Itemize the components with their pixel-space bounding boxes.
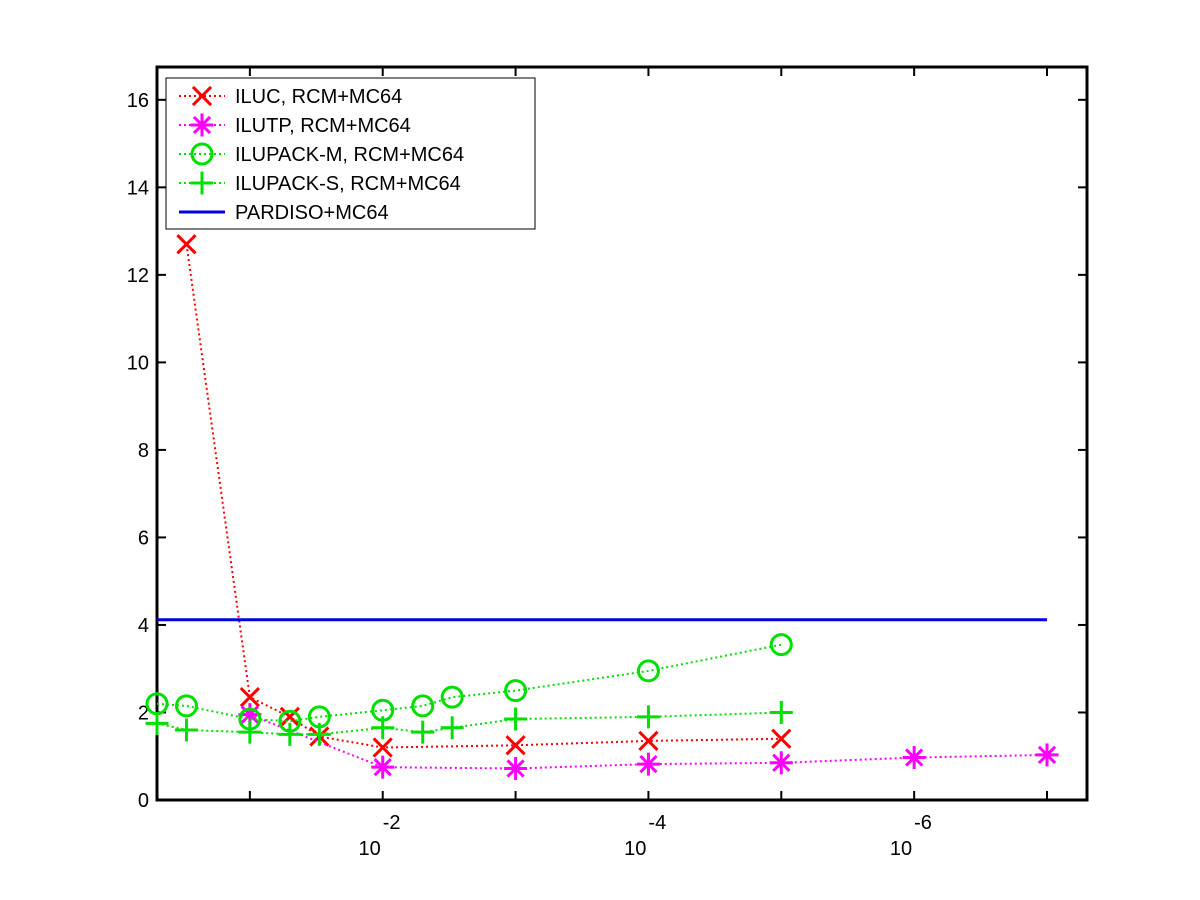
legend-entry: ILUC, RCM+MC64: [179, 85, 402, 108]
data-point: [636, 752, 660, 776]
data-point: [769, 700, 793, 724]
x-tick-label: 10-6: [890, 812, 932, 860]
data-point: [174, 694, 198, 718]
series-1: [238, 703, 1059, 780]
series-layer: [145, 234, 1059, 780]
legend-label: ILUPACK-S, RCM+MC64: [235, 173, 461, 195]
legend-entry: PARDISO+MC64: [179, 202, 389, 224]
legend: ILUC, RCM+MC64 ILUTP, RCM+MC64 ILUPACK-M, …: [165, 77, 536, 230]
data-point: [769, 633, 793, 657]
legend-label: ILUTP, RCM+MC64: [235, 115, 411, 137]
data-point: [411, 694, 435, 718]
data-point: [504, 707, 528, 731]
data-point: [371, 755, 395, 779]
data-point: [174, 718, 198, 742]
x-tick-label: 10-2: [358, 812, 400, 860]
data-point: [371, 716, 395, 740]
legend-entry: ILUTP, RCM+MC64: [179, 113, 411, 137]
data-point: [902, 746, 926, 770]
series-line: [185, 244, 782, 749]
x-tick-label-exponent: -6: [914, 812, 932, 834]
data-point: [504, 679, 528, 703]
x-tick-label-base: 10: [358, 838, 380, 860]
y-tick-label: 16: [127, 90, 149, 112]
series-3: [145, 700, 793, 746]
y-tick-label: 12: [127, 265, 149, 287]
data-point: [372, 737, 393, 758]
data-point: [145, 711, 169, 735]
y-axis: 0 2 4 6 8 10 12 14 16: [127, 90, 1087, 812]
legend-marker: [190, 171, 214, 195]
data-point: [769, 751, 793, 775]
legend-label: ILUC, RCM+MC64: [235, 86, 402, 108]
data-point: [771, 728, 792, 749]
data-point: [638, 730, 659, 752]
x-axis: 10-210-410-6: [248, 67, 1049, 860]
y-tick-label: 10: [127, 352, 149, 374]
legend-entry: ILUPACK-S, RCM+MC64: [179, 171, 461, 195]
data-point: [239, 687, 260, 708]
data-point: [440, 685, 464, 709]
data-point: [505, 735, 526, 756]
x-tick-label-base: 10: [624, 838, 646, 860]
data-point: [278, 722, 302, 746]
legend-label: ILUPACK-M, RCM+MC64: [235, 144, 464, 166]
legend-entry: ILUPACK-M, RCM+MC64: [179, 142, 464, 166]
y-tick-label: 14: [127, 177, 149, 199]
data-point: [636, 705, 660, 729]
x-tick-label: 10-4: [624, 812, 666, 860]
x-tick-label-exponent: -4: [648, 812, 666, 834]
y-tick-label: 4: [138, 615, 149, 637]
legend-marker: [190, 113, 214, 137]
x-tick-label-exponent: -2: [383, 812, 401, 834]
data-point: [411, 720, 435, 744]
legend-marker: [191, 85, 213, 107]
data-point: [307, 722, 331, 746]
legend-box: [165, 77, 536, 230]
series-0: [176, 234, 792, 758]
data-point: [1035, 743, 1059, 767]
data-point: [238, 720, 262, 744]
y-tick-label: 8: [138, 440, 149, 462]
y-tick-label: 0: [138, 790, 149, 812]
x-tick-label-base: 10: [890, 838, 912, 860]
data-point: [504, 756, 528, 780]
data-point: [440, 716, 464, 740]
legend-label: PARDISO+MC64: [235, 202, 389, 224]
data-point: [176, 234, 197, 255]
legend-marker: [190, 142, 214, 166]
data-point: [636, 659, 660, 683]
y-tick-label: 2: [138, 702, 149, 724]
y-tick-label: 6: [138, 527, 149, 549]
